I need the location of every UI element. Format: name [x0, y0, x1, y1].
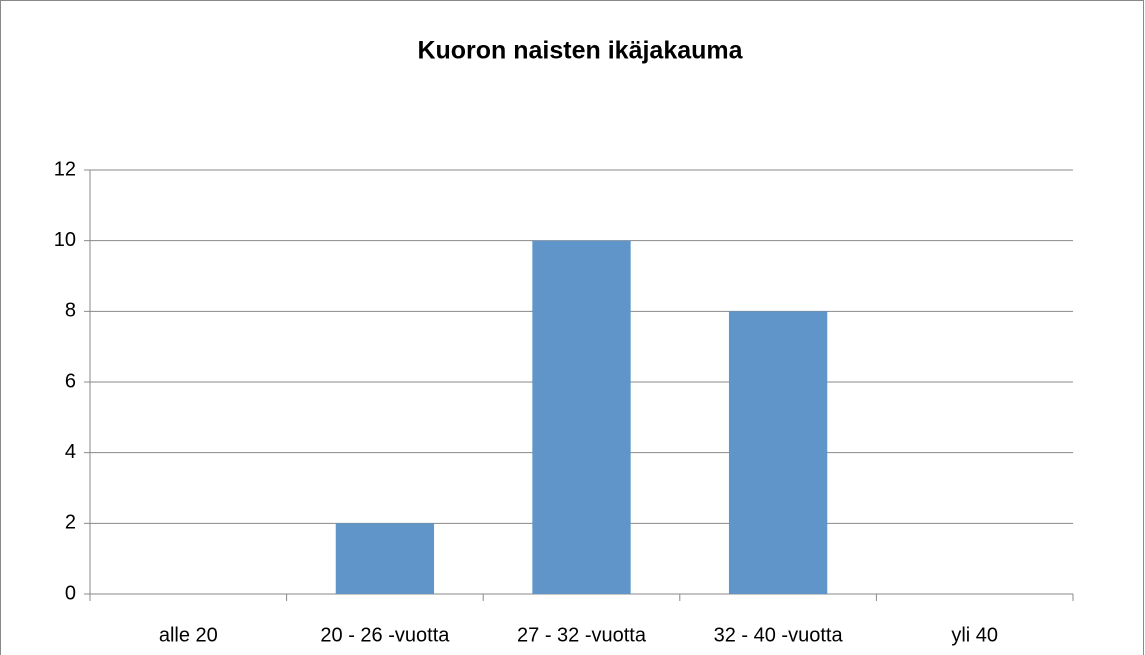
x-tick-label: 32 - 40 -vuotta [714, 624, 844, 646]
x-tick-label: alle 20 [159, 624, 218, 646]
x-tick-label: 20 - 26 -vuotta [320, 624, 450, 646]
y-tick-label: 6 [65, 370, 76, 392]
y-tick-label: 12 [54, 158, 76, 180]
x-tick-label: 27 - 32 -vuotta [517, 624, 647, 646]
bar [335, 523, 435, 594]
chart-title: Kuoron naisten ikäjakauma [417, 37, 743, 65]
y-tick-label: 2 [65, 512, 76, 534]
bar [728, 311, 828, 594]
bar [532, 240, 631, 594]
y-tick-label: 10 [54, 229, 76, 251]
y-tick-label: 8 [65, 300, 76, 322]
x-tick-label: yli 40 [951, 624, 998, 646]
y-tick-label: 0 [65, 582, 76, 604]
y-tick-label: 4 [65, 441, 76, 463]
